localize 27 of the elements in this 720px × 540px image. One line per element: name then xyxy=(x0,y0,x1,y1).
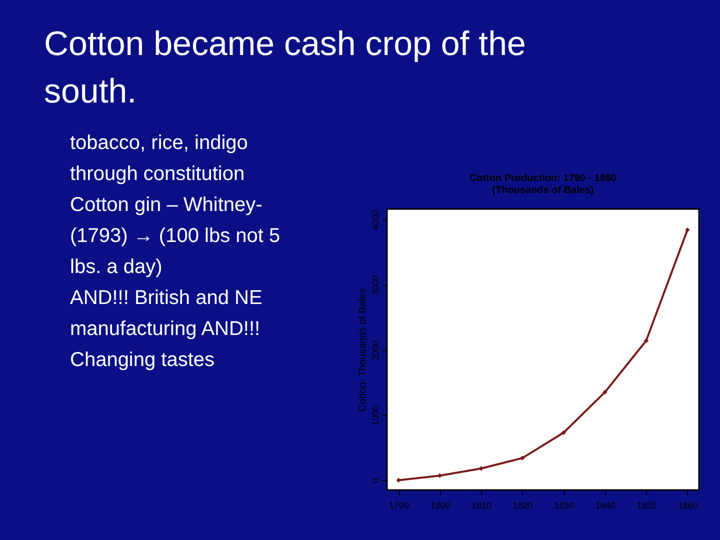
y-tick-label: 1000 xyxy=(370,406,380,426)
point xyxy=(520,456,525,460)
y-axis-title: Cotton: Thousands of Bales xyxy=(358,288,368,412)
point xyxy=(685,228,690,232)
x-tick-label: 1830 xyxy=(554,500,574,510)
x-tick-label: 1820 xyxy=(512,500,533,510)
y-tick-label: 3000 xyxy=(370,275,380,296)
y-tick-label: 2000 xyxy=(370,340,380,360)
text: Cotton gin – Whitney- (1793) → (100 lbs not 5 lbs. a day) xyxy=(70,194,280,278)
point xyxy=(644,338,649,344)
y-tick-label: 4000 xyxy=(370,210,380,230)
point xyxy=(602,390,608,395)
text: tobacco, rice, indigo through constitution xyxy=(70,132,248,185)
chart-title: Cotton Production: 1790 - 1860 xyxy=(469,173,618,184)
point xyxy=(396,478,401,483)
x-tick-label: 1860 xyxy=(678,500,698,510)
x-tick-label: 1790 xyxy=(389,500,410,510)
text: AND!!! British and NE manufacturing AND!!! Changing tastes xyxy=(70,287,262,371)
point xyxy=(478,466,484,471)
x-tick-label: 1800 xyxy=(430,500,450,510)
y-tick-label: 0 xyxy=(370,478,380,484)
x-tick-label: 1840 xyxy=(595,500,616,510)
point xyxy=(561,430,566,435)
x-tick-label: 1850 xyxy=(636,500,657,510)
x-tick-label: 1810 xyxy=(472,500,492,510)
text: Cotton became cash crop of the south. xyxy=(44,25,526,111)
chart-subtitle: (Thousands of Bales) xyxy=(492,185,594,196)
